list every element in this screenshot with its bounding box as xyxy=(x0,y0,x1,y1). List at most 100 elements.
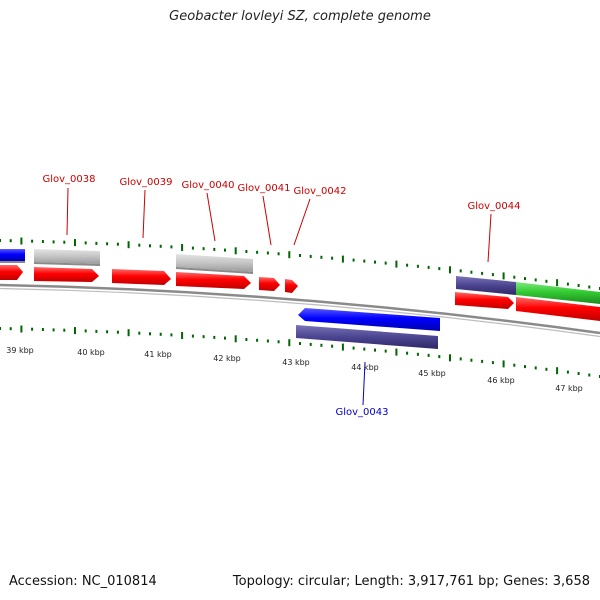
scale-label: 47 kbp xyxy=(555,384,583,393)
minor-tick xyxy=(566,282,569,286)
cds-arrow xyxy=(34,267,99,282)
minor-tick xyxy=(363,347,366,351)
gene-labels: Glov_0038 Glov_0039 Glov_0040 Glov_0041 … xyxy=(42,174,520,418)
minor-tick xyxy=(534,366,537,370)
minor-tick xyxy=(170,333,173,337)
minor-tick xyxy=(266,251,269,255)
minor-tick xyxy=(309,342,312,346)
minor-tick xyxy=(277,252,280,256)
minor-tick xyxy=(352,258,355,262)
minor-tick xyxy=(31,239,34,243)
cds-arrow xyxy=(285,279,298,293)
minor-tick xyxy=(481,271,484,275)
minor-tick xyxy=(202,335,205,339)
minor-tick xyxy=(406,263,409,267)
minor-tick xyxy=(577,284,580,287)
major-tick xyxy=(449,354,451,362)
minor-tick xyxy=(588,285,591,289)
label-leader xyxy=(262,195,272,246)
forward-gene-row xyxy=(0,249,600,304)
minor-tick xyxy=(245,250,248,253)
major-tick xyxy=(556,279,559,287)
minor-tick xyxy=(320,343,323,347)
minor-tick xyxy=(138,331,141,335)
minor-tick xyxy=(9,327,12,331)
minor-tick xyxy=(191,334,194,338)
minor-tick xyxy=(491,361,494,365)
major-tick xyxy=(556,367,559,375)
minor-tick xyxy=(363,259,366,263)
minor-tick xyxy=(191,246,194,250)
label-leader xyxy=(142,189,146,239)
major-tick xyxy=(20,325,23,333)
minor-tick xyxy=(224,248,226,252)
gene-label-glov-0043: Glov_0043 xyxy=(335,407,388,418)
minor-tick xyxy=(256,338,259,342)
minor-tick xyxy=(459,269,462,273)
minor-tick xyxy=(577,372,580,375)
cds-arrow xyxy=(0,265,23,280)
forward-cds-row xyxy=(0,265,600,321)
scale-label: 44 kbp xyxy=(351,363,379,372)
minor-tick xyxy=(116,330,119,334)
scale-label: 40 kbp xyxy=(77,348,105,357)
gene-label-glov-0044: Glov_0044 xyxy=(467,201,520,212)
minor-tick xyxy=(545,367,548,371)
minor-tick xyxy=(427,265,430,269)
minor-tick xyxy=(31,327,34,331)
minor-tick xyxy=(116,242,119,246)
reverse-gene-bar xyxy=(296,325,438,349)
minor-tick xyxy=(513,275,516,279)
major-tick xyxy=(234,335,237,343)
cds-arrow xyxy=(176,272,251,289)
minor-tick xyxy=(566,370,569,374)
genome-title: Geobacter lovleyi SZ, complete genome xyxy=(169,9,431,24)
minor-tick xyxy=(256,250,259,254)
minor-tick xyxy=(138,243,141,247)
minor-tick xyxy=(0,327,1,330)
minor-tick xyxy=(534,278,537,282)
gene-label-glov-0042: Glov_0042 xyxy=(293,186,346,197)
minor-tick xyxy=(9,239,12,243)
label-leader xyxy=(66,187,69,236)
label-leader xyxy=(206,192,216,242)
minor-tick xyxy=(524,277,526,281)
label-leader xyxy=(293,198,311,246)
minor-tick xyxy=(438,267,441,271)
scale-labels: 39 kbp 40 kbp 41 kbp 42 kbp 43 kbp 44 kbp 45 k… xyxy=(6,346,583,393)
lower-tick-row xyxy=(0,325,600,378)
upper-tick-row xyxy=(0,237,600,290)
label-leader xyxy=(487,213,492,263)
minor-tick xyxy=(588,373,591,377)
minor-tick xyxy=(84,329,87,333)
backbone-upper xyxy=(0,283,600,335)
major-tick xyxy=(449,266,451,274)
gene-label-glov-0041: Glov_0041 xyxy=(237,183,290,194)
minor-tick xyxy=(52,328,55,332)
major-tick xyxy=(181,332,184,339)
minor-tick xyxy=(266,339,269,343)
cds-arrow xyxy=(455,292,514,309)
accession-text: Accession: NC_010814 xyxy=(9,574,157,589)
major-tick xyxy=(181,244,184,251)
major-tick xyxy=(74,327,76,335)
minor-tick xyxy=(224,336,226,340)
minor-tick xyxy=(0,239,1,242)
cds-arrow xyxy=(112,269,171,285)
minor-tick xyxy=(513,363,516,367)
minor-tick xyxy=(106,330,109,334)
minor-tick xyxy=(63,328,66,332)
minor-tick xyxy=(374,260,376,264)
scale-label: 42 kbp xyxy=(213,354,241,363)
minor-tick xyxy=(277,340,280,344)
minor-tick xyxy=(427,353,430,357)
scale-label: 41 kbp xyxy=(144,350,172,359)
minor-tick xyxy=(63,240,66,244)
minor-tick xyxy=(95,241,98,245)
major-tick xyxy=(395,260,398,268)
major-tick xyxy=(20,237,23,245)
gene-bar xyxy=(34,262,100,266)
scale-label: 39 kbp xyxy=(6,346,34,355)
cds-arrow xyxy=(259,277,280,291)
scale-label: 43 kbp xyxy=(282,358,310,367)
